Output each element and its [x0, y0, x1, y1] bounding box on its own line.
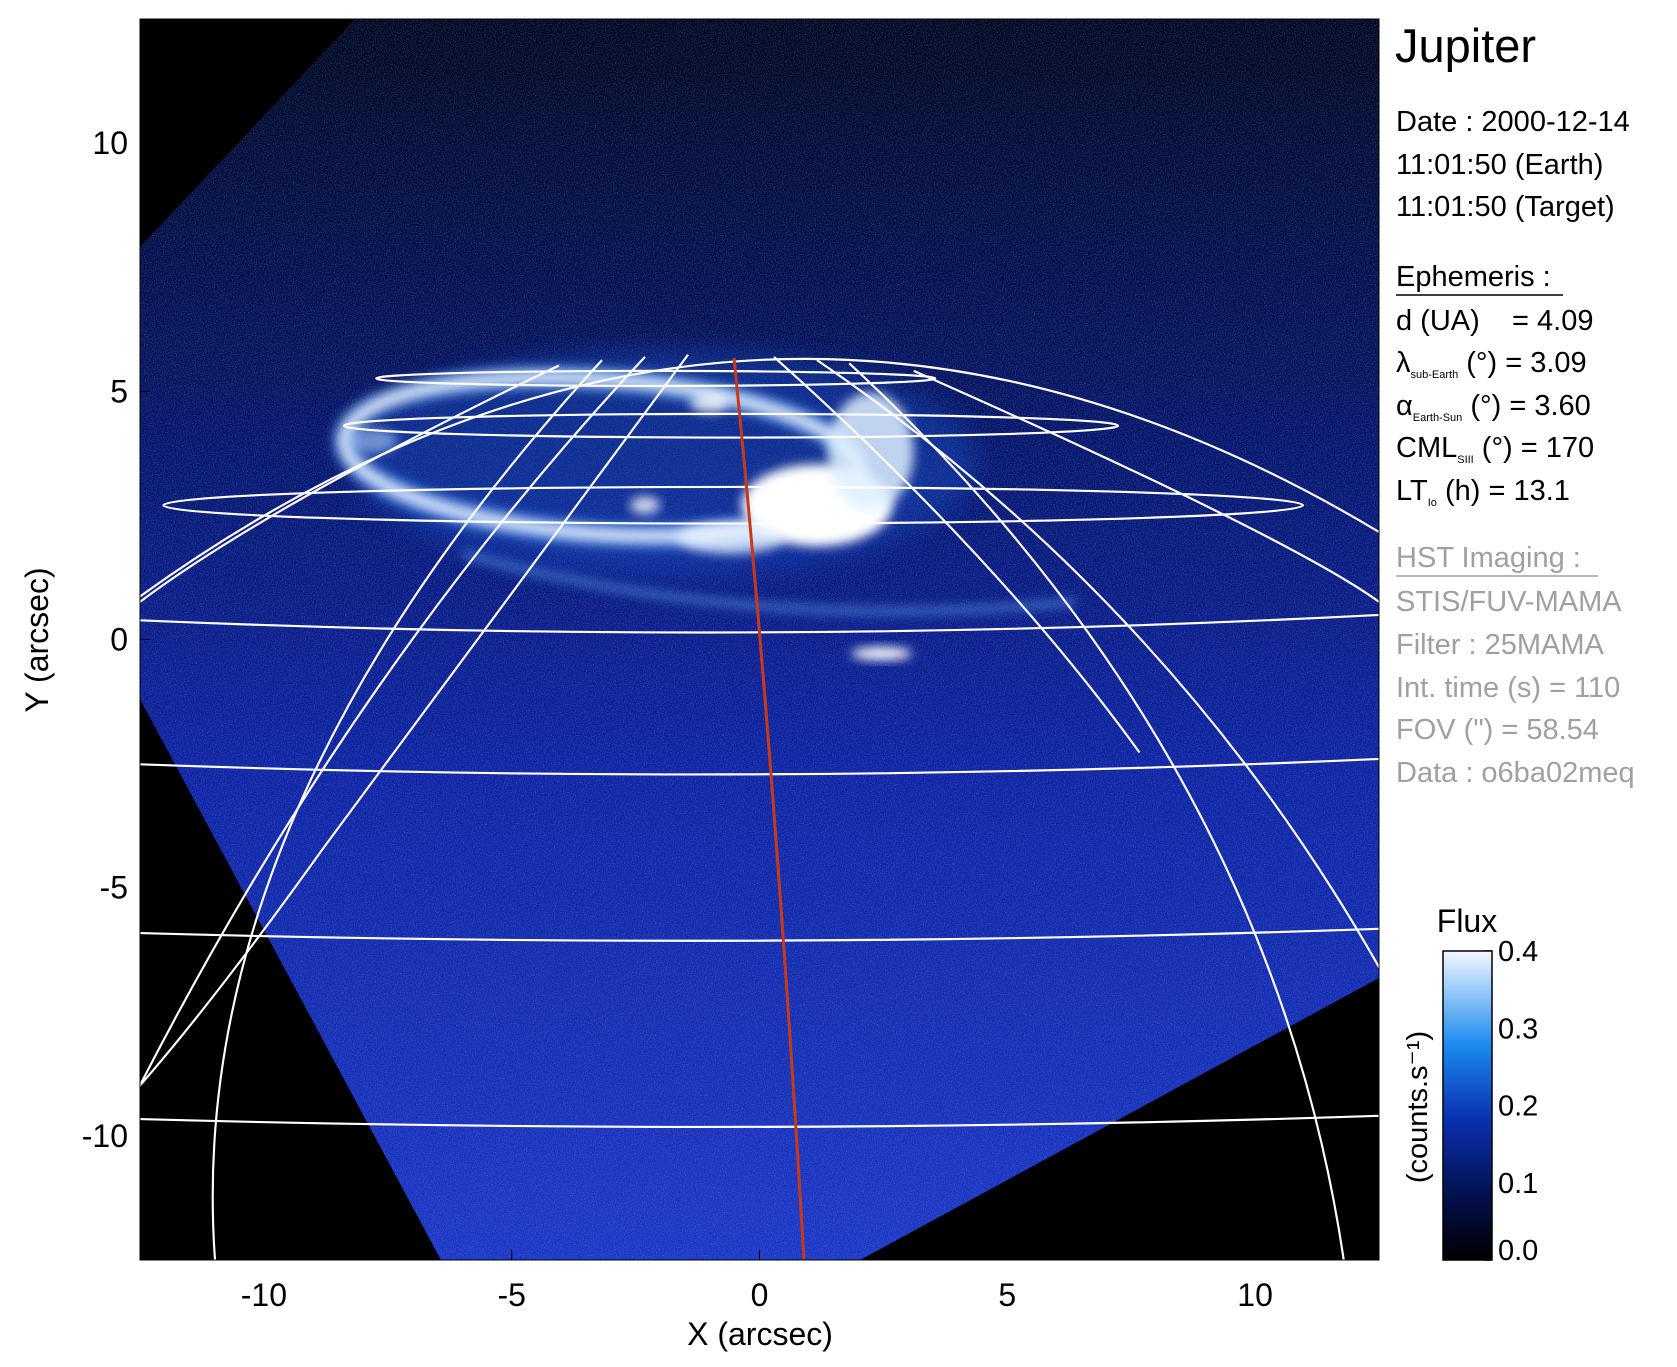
row-text: d (UA) = 4.09 — [1396, 305, 1593, 337]
ephemeris-row: LTIo (h) = 13.1 — [1396, 475, 1570, 509]
ephemeris-title: Ephemeris : — [1396, 261, 1551, 293]
imaging-row: Filter : 25MAMA — [1396, 629, 1605, 661]
y-tick-label: -5 — [100, 870, 128, 906]
row-value: (°) = 170 — [1474, 432, 1594, 464]
row-subscript: Io — [1428, 497, 1437, 509]
x-tick-label: 0 — [751, 1277, 769, 1313]
colorbar-tick-label: 0.1 — [1498, 1168, 1538, 1200]
y-tick-label: -10 — [82, 1118, 128, 1154]
x-tick-label: -10 — [241, 1277, 287, 1313]
y-axis-label: Y (arcsec) — [19, 567, 55, 712]
y-tick-label: 0 — [110, 622, 128, 658]
row-symbol: LT — [1396, 475, 1428, 507]
x-axis-label: X (arcsec) — [687, 1316, 833, 1352]
ephemeris-row: λsub-Earth (°) = 3.09 — [1396, 347, 1587, 381]
ephemeris-row: d (UA) = 4.09 — [1396, 305, 1593, 337]
central-meridian — [732, 357, 806, 1260]
colorbar: Flux (counts.s⁻¹) — [1402, 903, 1497, 1261]
row-subscript: SIII — [1457, 454, 1474, 466]
row-value: (°) = 3.60 — [1462, 390, 1590, 422]
row-value: (h) = 13.1 — [1437, 475, 1570, 507]
row-symbol: λ — [1396, 347, 1411, 379]
imaging-row: Int. time (s) = 110 — [1396, 672, 1620, 704]
row-value: (°) = 3.09 — [1458, 347, 1586, 379]
imaging-row: FOV (") = 58.54 — [1396, 714, 1599, 746]
x-tick-label: 10 — [1237, 1277, 1273, 1313]
row-subscript: Earth-Sun — [1413, 412, 1463, 424]
ephemeris-row: CMLSIII (°) = 170 — [1396, 432, 1594, 466]
row-symbol: α — [1396, 390, 1413, 422]
imaging-row: STIS/FUV-MAMA — [1396, 586, 1622, 618]
ephemeris-row: αEarth-Sun (°) = 3.60 — [1396, 390, 1591, 424]
target: Jupiter — [1395, 19, 1536, 72]
row-subscript: sub-Earth — [1411, 369, 1459, 381]
colorbar-label: (counts.s⁻¹) — [1402, 1031, 1434, 1183]
image-panel — [140, 19, 1379, 1260]
colorbar-title: Flux — [1437, 903, 1497, 939]
row-symbol: CML — [1396, 432, 1457, 464]
imaging-title: HST Imaging : — [1396, 542, 1581, 574]
colorbar-tick-label: 0.3 — [1498, 1013, 1538, 1045]
axes: -10 -5 0 5 10 -10 -5 0 5 10 0.0 0.1 0.2 0.3 0.4 — [82, 125, 1539, 1313]
y-tick-label: 5 — [110, 373, 128, 409]
colorbar-tick-label: 0.4 — [1498, 936, 1538, 968]
time-earth: 11:01:50 (Earth) — [1396, 149, 1603, 181]
colorbar-scale — [1442, 950, 1493, 1261]
colorbar-tick-label: 0.0 — [1498, 1235, 1538, 1267]
info-panel: Jupiter Date : 2000-12-14 11:01:50 (Eart… — [1395, 19, 1635, 789]
date: Date : 2000-12-14 — [1396, 106, 1630, 138]
time-target: 11:01:50 (Target) — [1396, 191, 1615, 223]
x-tick-label: -5 — [497, 1277, 525, 1313]
y-tick-label: 10 — [92, 125, 128, 161]
imaging-row: Data : o6ba02meq — [1396, 757, 1635, 789]
colorbar-tick-label: 0.2 — [1498, 1091, 1538, 1123]
x-tick-label: 5 — [998, 1277, 1016, 1313]
